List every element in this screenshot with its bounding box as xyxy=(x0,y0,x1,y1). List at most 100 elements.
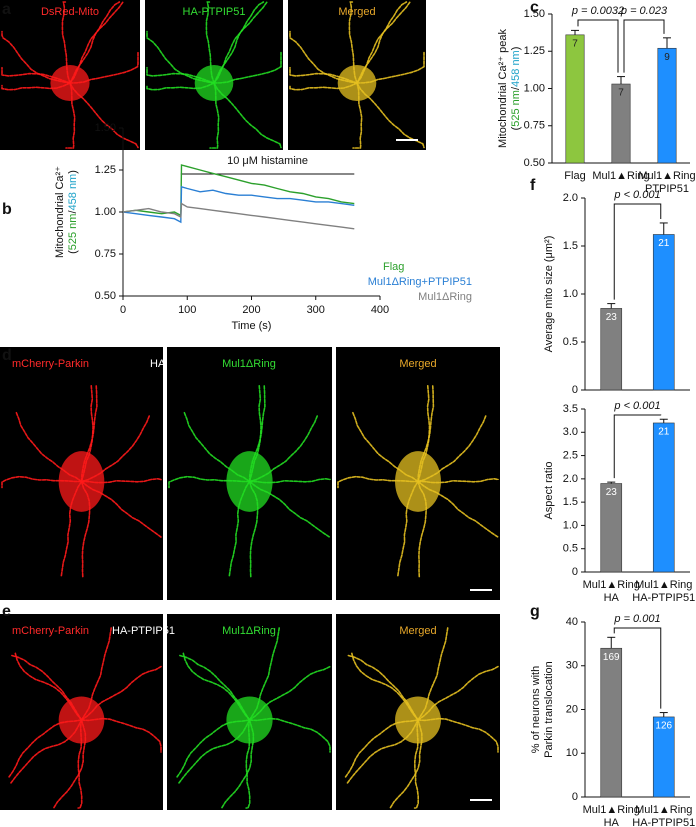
n-label: 126 xyxy=(655,721,672,732)
bar xyxy=(565,34,585,164)
y-axis-label: Mitochondrial Ca²⁺ xyxy=(54,166,66,258)
soma xyxy=(50,65,90,101)
n-label: 23 xyxy=(606,312,618,323)
y-tick-label: 1.0 xyxy=(563,519,578,531)
y-axis-label: Parkin translocation xyxy=(543,661,555,758)
y-axis-label: Average mito size (μm²) xyxy=(543,236,555,353)
y-tick-label: 0.75 xyxy=(524,120,545,132)
panel-letter: c xyxy=(530,0,539,16)
image-label: HA-PTPIP51 xyxy=(183,6,246,18)
soma xyxy=(194,65,234,101)
n-label: 169 xyxy=(603,652,620,663)
y-tick-label: 2.0 xyxy=(563,473,578,485)
significance-bracket xyxy=(613,414,662,479)
y-axis-label-part: ( xyxy=(510,126,522,130)
neuron xyxy=(168,384,331,578)
soma xyxy=(337,65,377,101)
x-tick-label: 300 xyxy=(307,304,325,316)
n-label: 9 xyxy=(664,52,670,63)
x-tick-label: Mul1▲Ring xyxy=(592,170,649,182)
legend-label: Mul1ΔRing+PTPIP51 xyxy=(368,276,472,288)
x-tick-label: 200 xyxy=(242,304,260,316)
image-label: Merged xyxy=(338,6,375,18)
p-value: p = 0.001 xyxy=(613,613,660,625)
x-axis-label: Time (s) xyxy=(232,320,272,332)
y-tick-label: 20 xyxy=(566,703,578,715)
y-tick-label: 1.25 xyxy=(95,164,116,176)
neuron xyxy=(1,1,139,149)
x-tick-label: HA-PTPIP51 xyxy=(632,592,695,604)
significance-bracket xyxy=(623,19,665,73)
y-tick-label: 1.25 xyxy=(524,45,545,57)
x-tick-label: 0 xyxy=(120,304,126,316)
y-tick-label: 1.5 xyxy=(563,496,578,508)
panel-letter: g xyxy=(530,603,540,620)
soma xyxy=(226,696,273,744)
x-tick-label: Mul1▲Ring xyxy=(635,804,692,816)
y-axis-label-part: / xyxy=(510,86,522,90)
image-label: mCherry-Parkin xyxy=(12,625,89,637)
image-label: Mul1ΔRing xyxy=(222,358,276,370)
y-axis-label-part: 525 nm xyxy=(67,214,79,251)
bar xyxy=(600,647,623,798)
x-tick-label: 400 xyxy=(371,304,389,316)
neuron xyxy=(8,626,162,809)
y-tick-label: 0 xyxy=(572,384,578,396)
y-tick-label: 0 xyxy=(572,791,578,803)
neuron xyxy=(1,384,162,578)
significance-bracket xyxy=(613,627,662,709)
neuron xyxy=(146,1,282,149)
y-tick-label: 0.75 xyxy=(95,248,116,260)
neuron xyxy=(337,384,499,578)
line xyxy=(122,202,355,230)
x-tick-label: Mul1▲Ring xyxy=(583,579,640,591)
y-axis-label-part: 525 nm xyxy=(510,90,522,127)
y-axis-label: Mitochondrial Ca²⁺ peak xyxy=(497,29,509,148)
y-tick-label: 0.5 xyxy=(563,336,578,348)
y-axis-label-part: ) xyxy=(510,47,522,51)
image-label: DsRed-Mito xyxy=(41,6,99,18)
y-tick-label: 0.50 xyxy=(95,290,116,302)
y-axis-label: % of neurons with xyxy=(530,666,542,753)
y-axis-label-part: / xyxy=(67,210,79,214)
x-tick-label: HA xyxy=(604,817,620,827)
legend-label: Flag xyxy=(383,261,404,273)
n-label: 21 xyxy=(658,238,670,249)
panel-letter: d xyxy=(2,347,12,364)
y-tick-label: 10 xyxy=(566,747,578,759)
y-axis-label-part: 458 nm xyxy=(67,174,79,211)
y-tick-label: 0.50 xyxy=(524,157,545,169)
panel-letter: e xyxy=(2,603,11,620)
image-label: Mul1ΔRing xyxy=(222,625,276,637)
neuron xyxy=(176,626,331,809)
legend-label: Mul1ΔRing xyxy=(418,291,472,303)
soma xyxy=(395,451,441,512)
neuron xyxy=(289,1,425,149)
n-label: 7 xyxy=(572,39,578,50)
y-tick-label: 3.5 xyxy=(563,403,578,415)
x-tick-label: Mul1▲Ring xyxy=(583,804,640,816)
p-value: p = 0.0032 xyxy=(571,5,624,17)
y-tick-label: 40 xyxy=(566,616,578,628)
p-value: p = 0.023 xyxy=(620,5,668,17)
y-tick-label: 2.0 xyxy=(563,192,578,204)
y-tick-label: 1.50 xyxy=(524,8,545,20)
bar xyxy=(652,234,675,391)
p-value: p < 0.001 xyxy=(613,189,660,201)
significance-bracket xyxy=(577,19,619,73)
n-label: 21 xyxy=(658,427,670,438)
y-tick-label: 30 xyxy=(566,660,578,672)
x-tick-label: Flag xyxy=(564,170,585,182)
panel-letter: a xyxy=(2,1,11,18)
y-tick-label: 0.5 xyxy=(563,543,578,555)
y-axis-label-part: ( xyxy=(67,250,79,254)
y-tick-label: 1.00 xyxy=(524,82,545,94)
n-label: 23 xyxy=(606,487,618,498)
neuron xyxy=(344,626,499,809)
image-label: mCherry-Parkin xyxy=(12,358,89,370)
x-tick-label: Mul1▲Ring xyxy=(638,170,695,182)
y-tick-label: 0 xyxy=(572,566,578,578)
x-tick-label: HA xyxy=(604,592,620,604)
y-tick-label: 1.00 xyxy=(95,206,116,218)
soma xyxy=(226,451,273,512)
